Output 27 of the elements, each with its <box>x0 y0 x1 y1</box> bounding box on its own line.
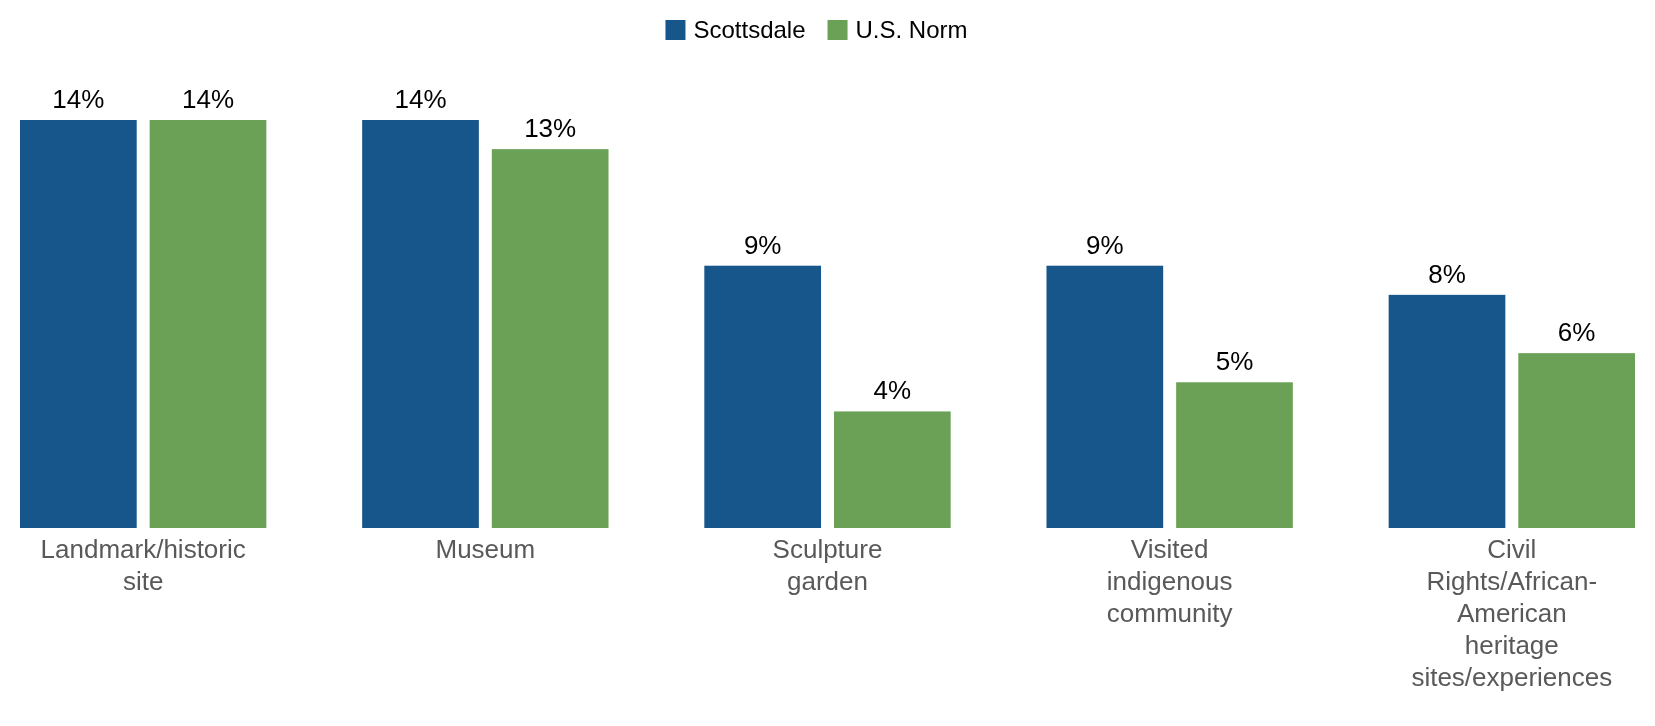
bar <box>149 120 267 528</box>
bar <box>704 265 822 528</box>
x-tick-label: Museum <box>435 534 536 564</box>
bar <box>1176 382 1293 528</box>
bar <box>491 149 609 528</box>
bar <box>362 120 479 528</box>
data-label: 14% <box>181 84 235 114</box>
data-label: 4% <box>873 375 912 406</box>
x-tick-label: Sculpture garden <box>772 534 883 596</box>
x-tick-label: Visited indigenous community <box>1106 534 1233 628</box>
bar <box>20 120 137 528</box>
data-label: 8% <box>1428 258 1466 289</box>
x-tick-label: Landmark/historic site <box>40 534 246 596</box>
data-label: 5% <box>1215 346 1254 377</box>
legend-label: Scottsdale <box>693 16 806 43</box>
data-label: 9% <box>1086 229 1124 260</box>
legend-label: U.S. Norm <box>855 16 968 43</box>
data-label: 6% <box>1557 317 1596 348</box>
data-label: 14% <box>52 84 105 114</box>
x-tick-label: Civil Rights/African-American heritage sites/experiences <box>1411 534 1613 692</box>
data-label: 14% <box>394 84 447 114</box>
data-label: 9% <box>743 229 782 260</box>
bar <box>833 411 951 528</box>
bar <box>1046 265 1164 528</box>
data-label: 13% <box>524 113 577 144</box>
bar <box>1518 353 1636 528</box>
bar <box>1388 294 1506 528</box>
